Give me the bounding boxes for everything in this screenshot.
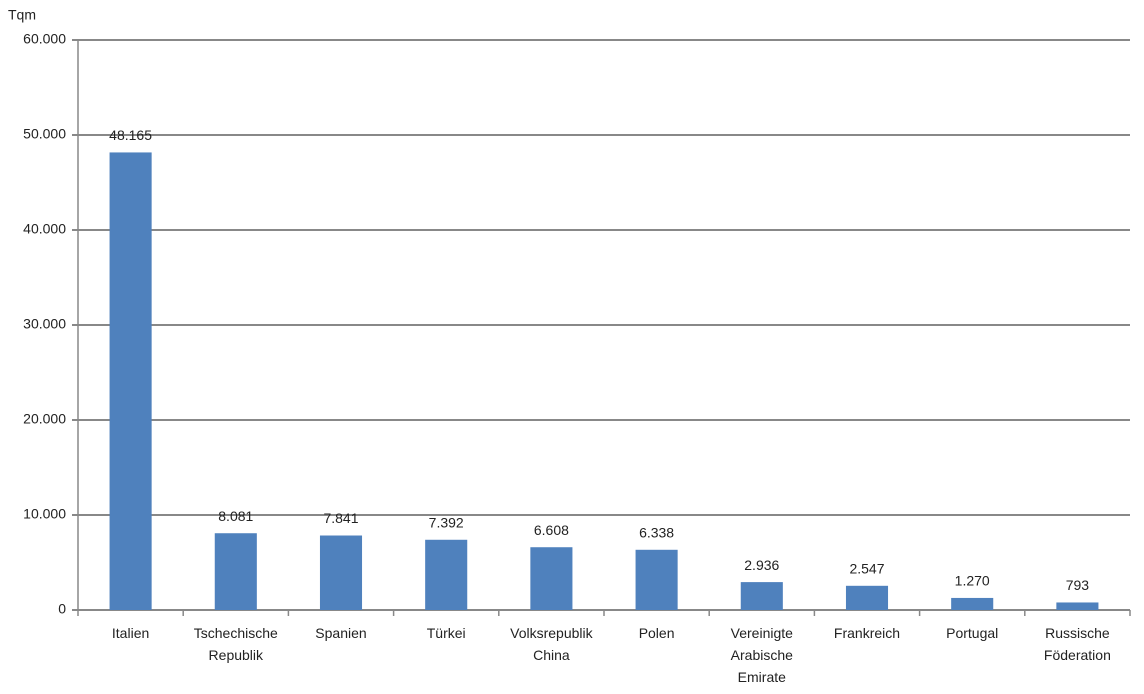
x-tick-label: Türkei: [427, 625, 466, 641]
x-tick-label: Russische Föderation: [1044, 625, 1111, 663]
y-tick-label: 50.000: [23, 126, 66, 142]
x-tick-label: Frankreich: [834, 625, 900, 641]
x-tick-label: Tschechische Republik: [194, 625, 278, 663]
data-label: 2.547: [849, 561, 884, 577]
x-tick-label: Polen: [639, 625, 675, 641]
y-tick-label: 10.000: [23, 506, 66, 522]
bar: [425, 539, 468, 610]
data-label: 1.270: [955, 573, 990, 589]
bar: [319, 535, 363, 610]
x-tick-label: Vereinigte Arabische Emirate: [731, 625, 793, 685]
data-label: 8.081: [218, 508, 253, 524]
y-tick-label: 20.000: [23, 411, 66, 427]
x-tick-label: Spanien: [315, 625, 366, 641]
data-label: 7.841: [323, 510, 358, 526]
data-label: 6.608: [534, 522, 569, 538]
y-tick-label: 0: [58, 601, 66, 617]
data-label: 7.392: [429, 514, 464, 530]
bar: [530, 547, 573, 610]
bar: [1056, 602, 1099, 610]
y-tick-label: 40.000: [23, 221, 66, 237]
y-tick-label: 30.000: [23, 316, 66, 332]
bar: [845, 585, 889, 610]
data-label: 2.936: [744, 557, 779, 573]
data-label: 6.338: [639, 524, 674, 540]
x-tick-label: Volksrepublik China: [510, 625, 593, 663]
bar: [951, 597, 994, 610]
bar: [635, 549, 678, 610]
data-label: 793: [1066, 577, 1090, 593]
y-tick-label: 60.000: [23, 31, 66, 47]
bar: [109, 152, 152, 610]
y-axis-label: Tqm: [8, 7, 36, 23]
x-tick-label: Portugal: [946, 625, 998, 641]
data-label: 48.165: [109, 127, 152, 143]
x-tick-label: Italien: [112, 625, 149, 641]
bar: [740, 582, 783, 610]
bar: [214, 533, 257, 610]
